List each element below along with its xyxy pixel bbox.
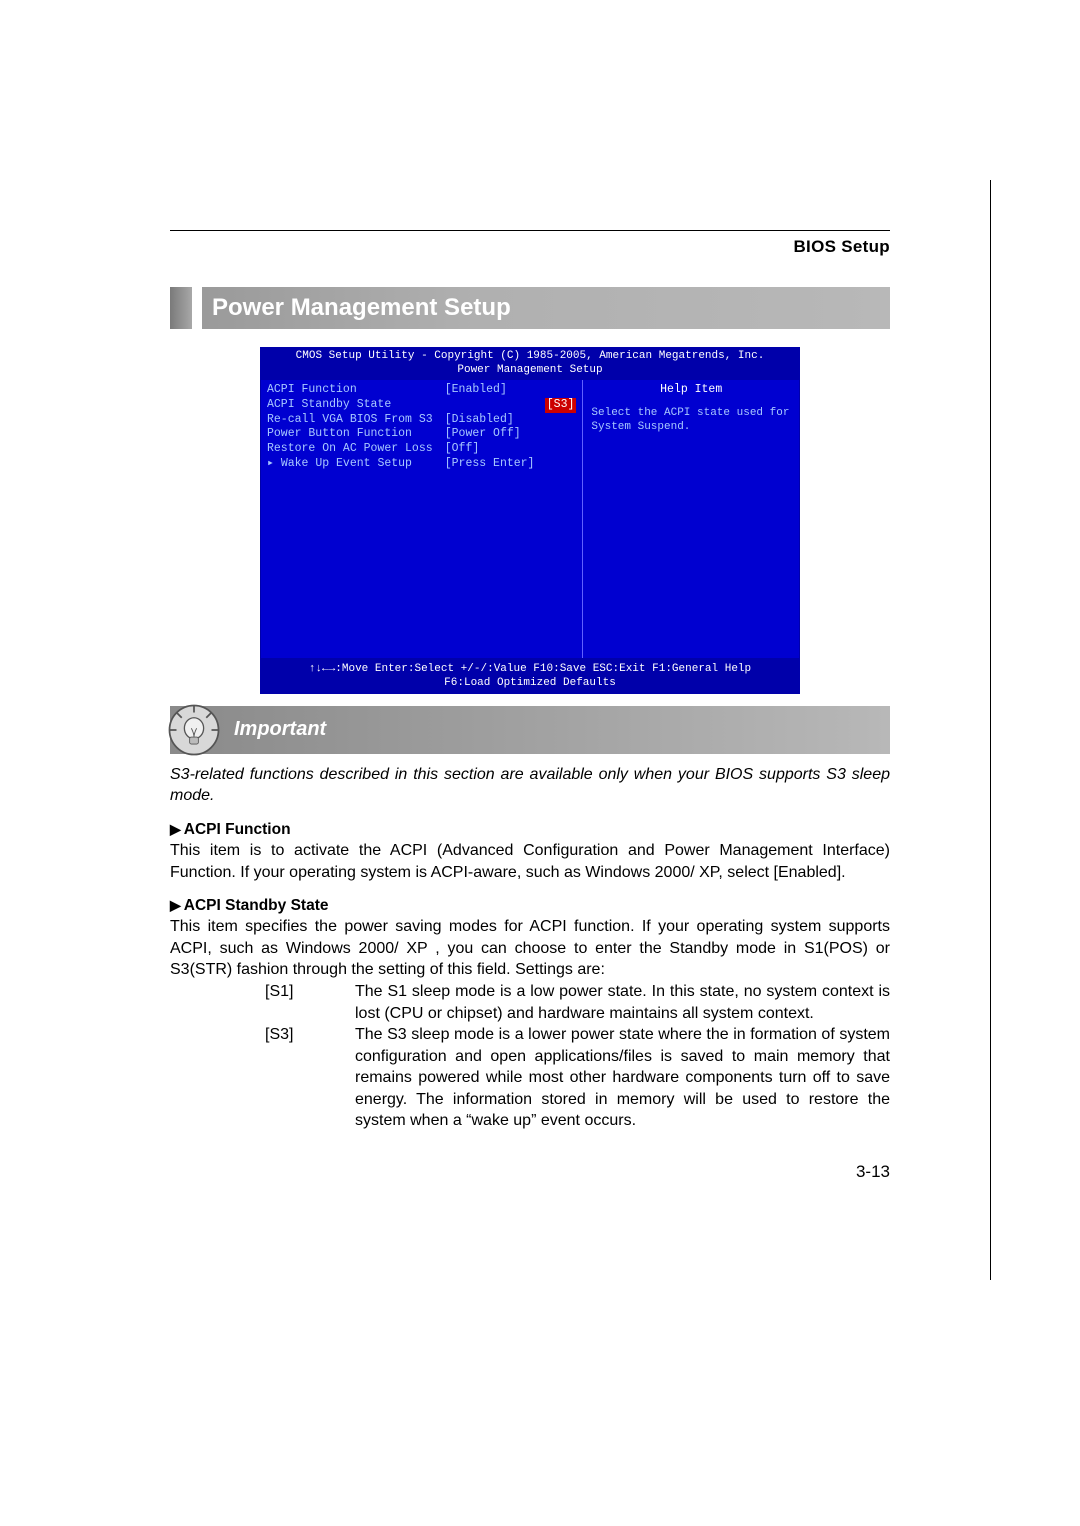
section-title-bar: Power Management Setup: [170, 287, 890, 329]
acpi-function-body: This item is to activate the ACPI (Advan…: [170, 840, 890, 883]
bios-help-panel: Help Item Select the ACPI state used for…: [582, 380, 799, 658]
bios-body: ACPI Function[Enabled] ACPI Standby Stat…: [260, 379, 800, 659]
important-note: S3-related functions described in this s…: [170, 764, 890, 807]
bios-row: ACPI Function[Enabled]: [267, 383, 576, 398]
bios-row: Restore On AC Power Loss[Off]: [267, 442, 576, 457]
option-row: [S1] The S1 sleep mode is a low power st…: [265, 981, 890, 1024]
page-header-label: BIOS Setup: [170, 237, 890, 257]
standby-options-table: [S1] The S1 sleep mode is a low power st…: [265, 981, 890, 1132]
bios-help-text: Select the ACPI state used for System Su…: [591, 406, 791, 434]
item-heading-acpi-function: ▶ACPI Function: [170, 821, 890, 839]
section-title: Power Management Setup: [212, 294, 511, 321]
triangle-right-icon: ▶: [170, 897, 181, 913]
title-background: Power Management Setup: [202, 287, 890, 329]
item-heading-acpi-standby: ▶ACPI Standby State: [170, 897, 890, 915]
bios-header-line2: Power Management Setup: [260, 363, 800, 377]
bios-footer-line2: F6:Load Optimized Defaults: [260, 676, 800, 690]
lightbulb-icon: [166, 702, 222, 758]
option-row: [S3] The S3 sleep mode is a lower power …: [265, 1024, 890, 1132]
bios-help-title: Help Item: [591, 383, 791, 398]
bios-row: Re-call VGA BIOS From S3[Disabled]: [267, 413, 576, 428]
bios-screenshot: CMOS Setup Utility - Copyright (C) 1985-…: [260, 347, 800, 694]
bios-settings-panel: ACPI Function[Enabled] ACPI Standby Stat…: [261, 380, 582, 658]
triangle-right-icon: ▶: [170, 821, 181, 837]
title-accent-block: [170, 287, 192, 329]
option-key: [S3]: [265, 1024, 355, 1132]
important-callout-bar: Important: [170, 706, 890, 754]
bios-row: ▸ Wake Up Event Setup[Press Enter]: [267, 457, 576, 472]
acpi-standby-intro: This item specifies the power saving mod…: [170, 916, 890, 981]
bios-row: ACPI Standby State[S3]: [267, 398, 576, 413]
important-label: Important: [234, 718, 326, 741]
bios-footer-line1: ↑↓←→:Move Enter:Select +/-/:Value F10:Sa…: [260, 662, 800, 676]
bios-row: Power Button Function[Power Off]: [267, 427, 576, 442]
horizontal-rule: [170, 230, 890, 231]
vertical-rule: [990, 180, 991, 1280]
option-key: [S1]: [265, 981, 355, 1024]
bios-footer: ↑↓←→:Move Enter:Select +/-/:Value F10:Sa…: [260, 659, 800, 694]
option-desc: The S1 sleep mode is a low power state. …: [355, 981, 890, 1024]
bios-header-line1: CMOS Setup Utility - Copyright (C) 1985-…: [260, 349, 800, 363]
bios-header: CMOS Setup Utility - Copyright (C) 1985-…: [260, 347, 800, 379]
option-desc: The S3 sleep mode is a lower power state…: [355, 1024, 890, 1132]
page-number: 3-13: [170, 1162, 890, 1182]
page-content: BIOS Setup Power Management Setup CMOS S…: [170, 230, 890, 1182]
